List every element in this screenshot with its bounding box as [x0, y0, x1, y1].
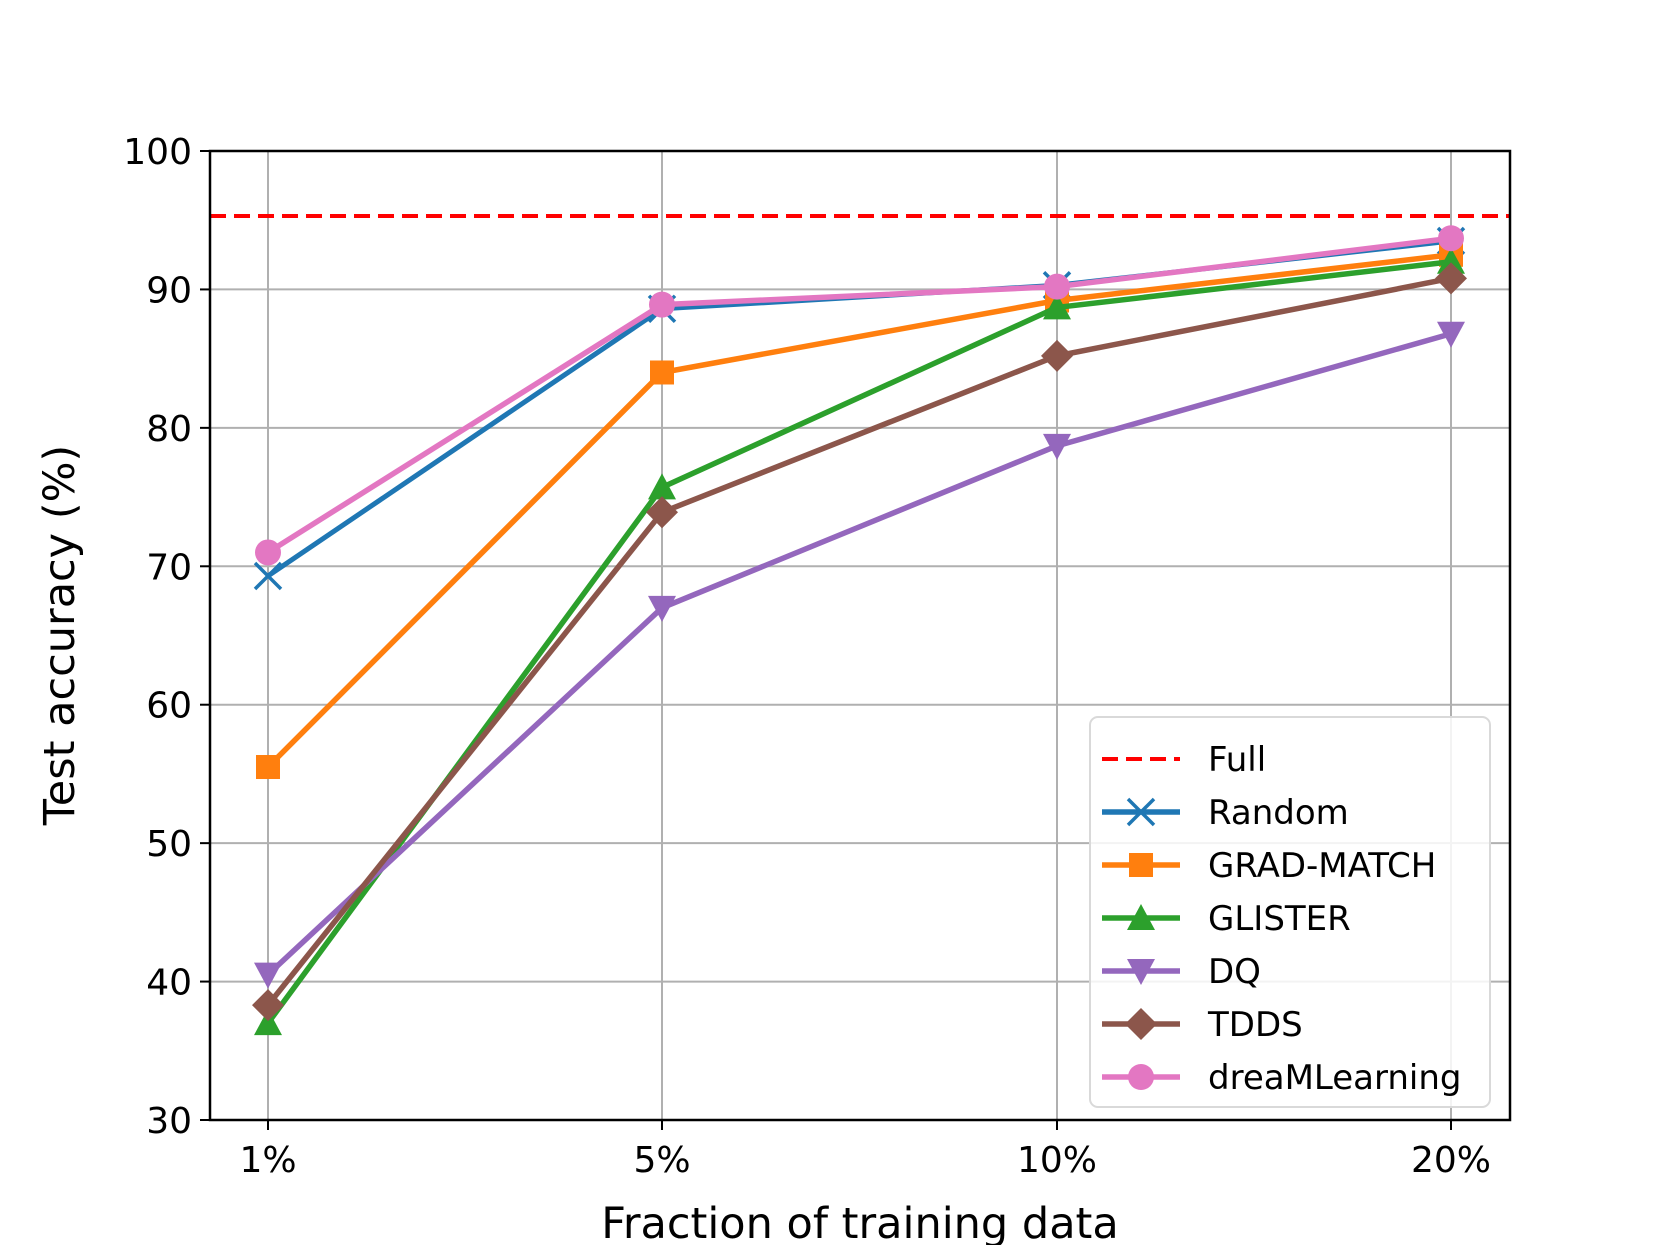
series-line-grad-match — [266, 252, 1452, 769]
legend-item-full: Full — [1102, 740, 1266, 780]
x-tick-label: 5% — [633, 1140, 690, 1181]
legend-item-dreamlearning: dreaMLearning — [1102, 1058, 1462, 1098]
data-point-dreamlearning-0 — [255, 539, 281, 566]
data-point-glister-3 — [1437, 247, 1465, 274]
legend-label: GRAD-MATCH — [1208, 846, 1436, 886]
legend-item-glister: GLISTER — [1102, 899, 1351, 939]
y-tick-label: 100 — [123, 132, 192, 173]
legend: Full Random GRAD-MATCH GLISTER DQ TDDS dreaMLe… — [1089, 716, 1491, 1108]
data-point-glister-2 — [1043, 293, 1071, 320]
x-tick-label: 20% — [1411, 1140, 1491, 1181]
x-tick-label: 10% — [1017, 1140, 1097, 1181]
data-point-tdds-3 — [1435, 262, 1467, 295]
series-line-dreamlearning — [266, 235, 1452, 555]
legend-item-dq: DQ — [1102, 952, 1261, 992]
legend-item-tdds: TDDS — [1102, 1005, 1303, 1045]
x-axis-label: Fraction of training data — [601, 1199, 1119, 1245]
y-tick-label: 80 — [146, 409, 192, 450]
data-point-random-0 — [253, 561, 283, 591]
legend-label: dreaMLearning — [1208, 1058, 1462, 1098]
series-dreamlearning — [255, 225, 1464, 566]
data-point-dreamlearning-2 — [1044, 273, 1070, 300]
legend-marker — [1127, 904, 1155, 930]
y-tick-label: 40 — [146, 963, 192, 1004]
legend-marker — [1126, 797, 1156, 827]
plot-frame — [208, 149, 1512, 1122]
x-tick-label: 1% — [239, 1140, 296, 1181]
series-line-dq — [266, 331, 1452, 977]
data-point-dq-3 — [1437, 321, 1465, 348]
y-tick-label: 30 — [146, 1101, 192, 1142]
legend-box — [1089, 716, 1491, 1108]
y-tick-label: 60 — [146, 686, 192, 727]
data-point-dreamlearning-1 — [649, 291, 675, 318]
series-grad-match — [256, 242, 1463, 780]
data-point-glister-0 — [254, 1009, 282, 1036]
data-point-dq-1 — [648, 595, 676, 622]
legend-label: TDDS — [1207, 1005, 1303, 1045]
data-point-dq-0 — [254, 962, 282, 989]
legend-marker — [1127, 959, 1155, 985]
data-point-dreamlearning-3 — [1438, 225, 1464, 252]
y-tick-label: 70 — [146, 547, 192, 588]
data-point-tdds-2 — [1041, 339, 1073, 372]
data-point-tdds-0 — [252, 989, 284, 1022]
data-point-glister-1 — [648, 473, 676, 500]
series-line-tdds — [265, 275, 1452, 1007]
data-point-dq-2 — [1043, 433, 1071, 460]
legend-marker — [1125, 1008, 1157, 1040]
legend-item-random: Random — [1102, 793, 1349, 833]
y-axis-label: Test accuracy (%) — [35, 445, 85, 826]
series-dq — [254, 321, 1465, 989]
x-tick-layer: 1% 5% 10% 20% — [239, 1120, 1491, 1181]
y-tick-layer: 30 40 50 60 70 80 90 100 — [123, 132, 210, 1142]
data-point-tdds-1 — [646, 496, 678, 529]
series-tdds — [252, 262, 1467, 1022]
legend-label: GLISTER — [1208, 899, 1351, 939]
legend-marker — [1128, 1064, 1154, 1090]
data-point-grad-match-0 — [256, 755, 280, 780]
legend-item-grad-match: GRAD-MATCH — [1102, 846, 1436, 886]
y-tick-label: 50 — [146, 824, 192, 865]
legend-label: Random — [1208, 793, 1349, 833]
data-point-grad-match-1 — [650, 360, 674, 385]
series-layer — [252, 225, 1467, 1036]
legend-label: DQ — [1208, 952, 1261, 992]
y-tick-label: 90 — [146, 270, 192, 311]
legend-label: Full — [1208, 740, 1266, 780]
legend-marker — [1129, 853, 1153, 877]
